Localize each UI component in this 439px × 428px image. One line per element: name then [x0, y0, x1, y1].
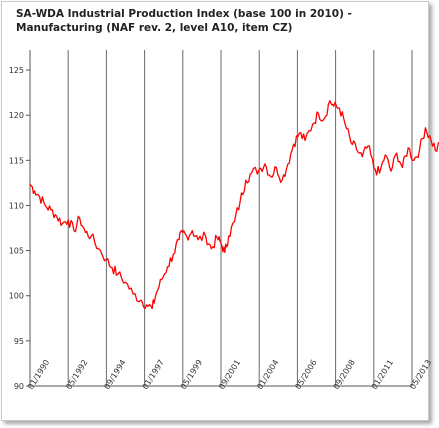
y-tick-label: 120 — [9, 111, 24, 120]
y-tick-label: 100 — [9, 292, 24, 301]
y-axis-ticks: 90 95 100 105 110 115 120 125 — [9, 66, 30, 391]
y-tick-label: 110 — [9, 201, 24, 210]
chart-frame: SA-WDA Industrial Production Index (base… — [1, 1, 429, 421]
y-tick-label: 125 — [9, 66, 24, 75]
series-group — [29, 100, 439, 310]
chart-title: SA-WDA Industrial Production Index (base… — [16, 8, 352, 34]
series-line — [29, 100, 439, 310]
y-tick-label: 90 — [14, 382, 24, 391]
grid-lines — [29, 50, 413, 386]
axes — [29, 50, 412, 387]
y-tick-label: 105 — [9, 247, 24, 256]
y-tick-label: 95 — [14, 337, 24, 346]
y-tick-label: 115 — [9, 156, 24, 165]
